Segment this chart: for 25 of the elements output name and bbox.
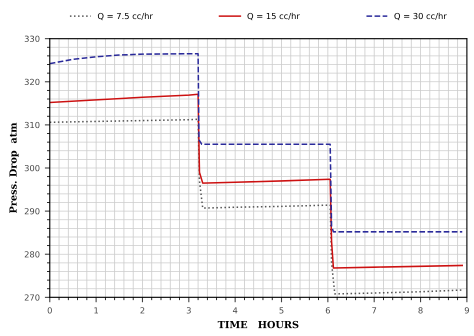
x-tick-label: 9 xyxy=(464,307,469,314)
y-tick-label: 310 xyxy=(24,122,40,128)
x-tick-label: 8 xyxy=(418,307,423,314)
x-tick-label: 5 xyxy=(279,307,284,314)
x-tick-label: 4 xyxy=(232,307,238,314)
x-tick-label: 0 xyxy=(48,307,52,314)
y-tick-label: 290 xyxy=(24,208,40,214)
y-tick-label: 280 xyxy=(24,251,40,258)
line-series xyxy=(50,52,464,233)
line-series xyxy=(50,94,464,269)
y-tick-label: 320 xyxy=(24,78,40,86)
y-tick-label: 270 xyxy=(24,294,40,301)
legend-label: Q = 30 cc/hr xyxy=(394,12,447,20)
x-axis-title: TIME HOURS xyxy=(218,320,298,328)
x-tick-label: 6 xyxy=(326,307,330,314)
x-tick-label: 2 xyxy=(140,307,144,314)
x-tick-label: 3 xyxy=(186,307,191,314)
legend-label: Q = 15 cc/hr xyxy=(247,12,300,20)
y-tick-label: 330 xyxy=(24,36,40,42)
y-axis-title: Press. Drop atm xyxy=(9,122,19,214)
line-series xyxy=(50,118,464,295)
y-tick-label: 300 xyxy=(24,164,40,172)
legend-label: Q = 7.5 cc/hr xyxy=(98,12,153,20)
x-tick-label: 7 xyxy=(372,307,376,314)
x-tick-label: 1 xyxy=(94,307,98,314)
